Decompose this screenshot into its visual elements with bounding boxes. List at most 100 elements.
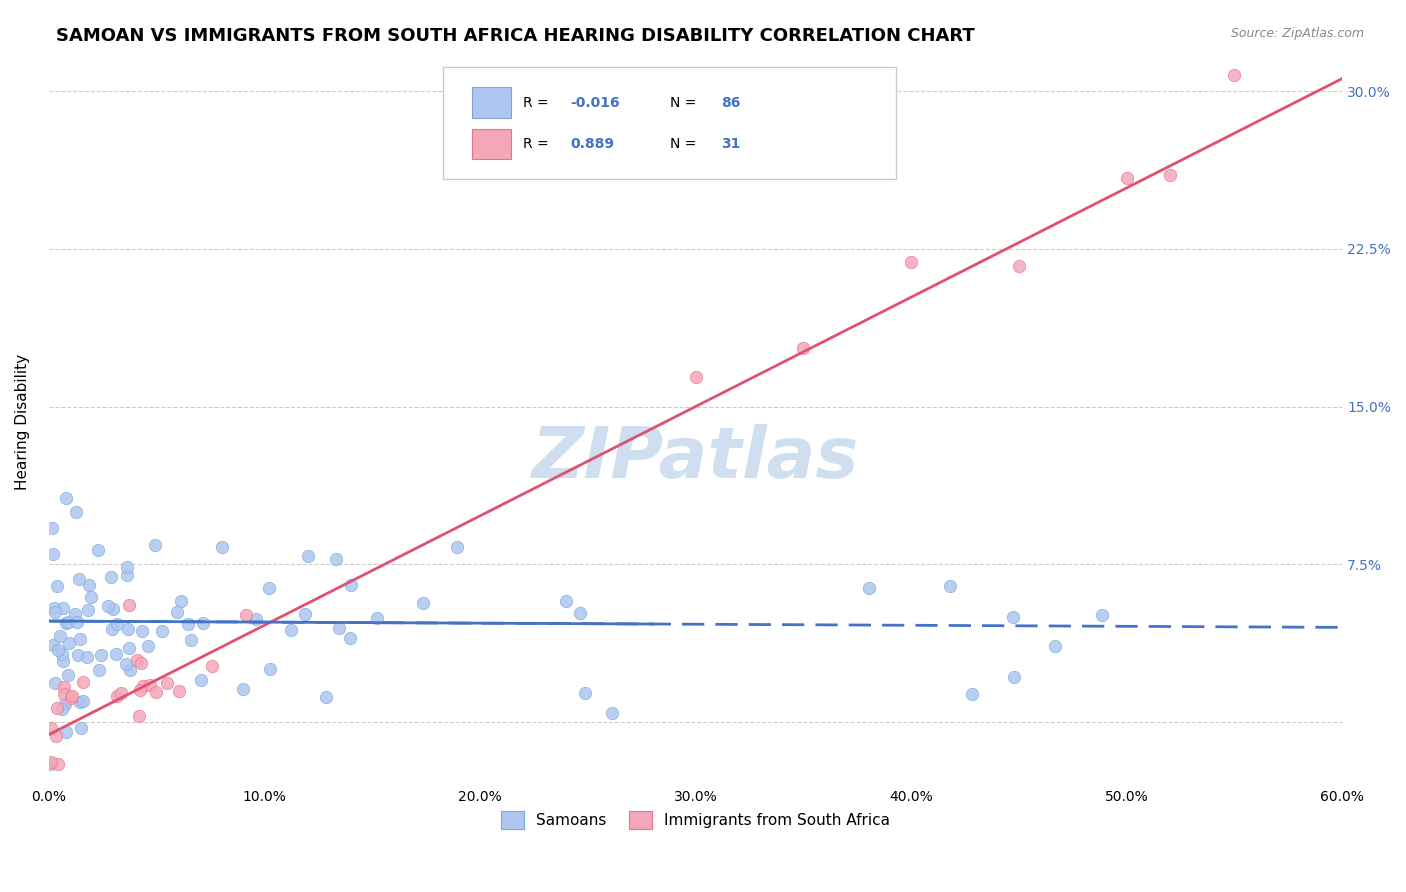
- Point: [86, 542, 108, 557]
- Point: [139, 678, 162, 692]
- Point: [56, 615, 79, 630]
- Point: [118, 599, 141, 613]
- Point: [69, 695, 91, 709]
- FancyBboxPatch shape: [472, 87, 510, 118]
- Point: [169, 683, 191, 698]
- Point: [44, 676, 66, 690]
- Point: [41, 521, 63, 535]
- Point: [39, 722, 62, 736]
- Point: [63, 607, 86, 621]
- Point: [46, 757, 69, 772]
- Point: [65, 505, 87, 519]
- Point: [339, 631, 361, 645]
- Point: [53, 698, 76, 712]
- Point: [180, 632, 202, 647]
- Point: [297, 549, 319, 564]
- Point: [235, 608, 257, 623]
- Point: [145, 685, 167, 699]
- Point: [156, 676, 179, 690]
- Point: [49, 629, 72, 643]
- Point: [80, 590, 103, 604]
- Point: [55, 725, 77, 739]
- Point: [315, 690, 337, 705]
- Point: [1159, 168, 1181, 182]
- Point: [446, 540, 468, 554]
- Point: [45, 579, 67, 593]
- Point: [600, 706, 623, 720]
- Point: [60, 689, 83, 703]
- Point: [259, 662, 281, 676]
- Point: [117, 560, 139, 574]
- Point: [211, 540, 233, 554]
- Point: [574, 686, 596, 700]
- Point: [201, 659, 224, 673]
- Point: [294, 607, 316, 621]
- Text: ZIPatlas: ZIPatlas: [531, 424, 859, 493]
- Point: [56, 668, 79, 682]
- Point: [858, 581, 880, 595]
- Point: [67, 572, 90, 586]
- Point: [101, 622, 124, 636]
- Point: [120, 663, 142, 677]
- Point: [411, 596, 433, 610]
- Text: -0.016: -0.016: [569, 96, 620, 110]
- Point: [90, 648, 112, 663]
- Point: [105, 647, 128, 661]
- Point: [960, 686, 983, 700]
- Point: [325, 552, 347, 566]
- Point: [105, 690, 128, 704]
- Point: [1223, 69, 1246, 83]
- Point: [51, 702, 73, 716]
- Point: [150, 624, 173, 639]
- Point: [55, 615, 77, 630]
- Point: [55, 491, 77, 505]
- Point: [42, 638, 65, 652]
- Point: [46, 701, 69, 715]
- Point: [39, 757, 62, 772]
- Point: [685, 370, 707, 384]
- Point: [280, 623, 302, 637]
- Point: [131, 624, 153, 639]
- Point: [52, 680, 75, 694]
- Point: [232, 682, 254, 697]
- Point: [1115, 171, 1137, 186]
- Point: [128, 709, 150, 723]
- Point: [555, 593, 578, 607]
- Text: Source: ZipAtlas.com: Source: ZipAtlas.com: [1230, 27, 1364, 40]
- Point: [127, 653, 149, 667]
- Point: [257, 581, 280, 595]
- Point: [170, 593, 193, 607]
- Point: [72, 694, 94, 708]
- Text: N =: N =: [669, 137, 700, 152]
- Point: [131, 679, 153, 693]
- Text: 0.889: 0.889: [569, 137, 614, 152]
- Point: [1091, 608, 1114, 623]
- Point: [76, 650, 98, 665]
- Text: N =: N =: [669, 96, 700, 110]
- Point: [52, 601, 75, 615]
- Point: [128, 683, 150, 698]
- Point: [117, 567, 139, 582]
- Point: [1008, 259, 1031, 273]
- Point: [340, 577, 363, 591]
- Point: [118, 641, 141, 656]
- Point: [87, 663, 110, 677]
- Point: [1045, 639, 1067, 653]
- Point: [143, 538, 166, 552]
- Text: 86: 86: [721, 96, 741, 110]
- Point: [191, 615, 214, 630]
- Point: [77, 578, 100, 592]
- Point: [328, 621, 350, 635]
- Point: [245, 611, 267, 625]
- Text: SAMOAN VS IMMIGRANTS FROM SOUTH AFRICA HEARING DISABILITY CORRELATION CHART: SAMOAN VS IMMIGRANTS FROM SOUTH AFRICA H…: [56, 27, 974, 45]
- Point: [190, 673, 212, 687]
- Point: [46, 642, 69, 657]
- FancyBboxPatch shape: [443, 67, 896, 179]
- Point: [568, 606, 591, 620]
- Point: [72, 675, 94, 690]
- Point: [1001, 610, 1024, 624]
- Point: [177, 617, 200, 632]
- Point: [69, 632, 91, 646]
- Point: [366, 611, 388, 625]
- Point: [115, 657, 138, 672]
